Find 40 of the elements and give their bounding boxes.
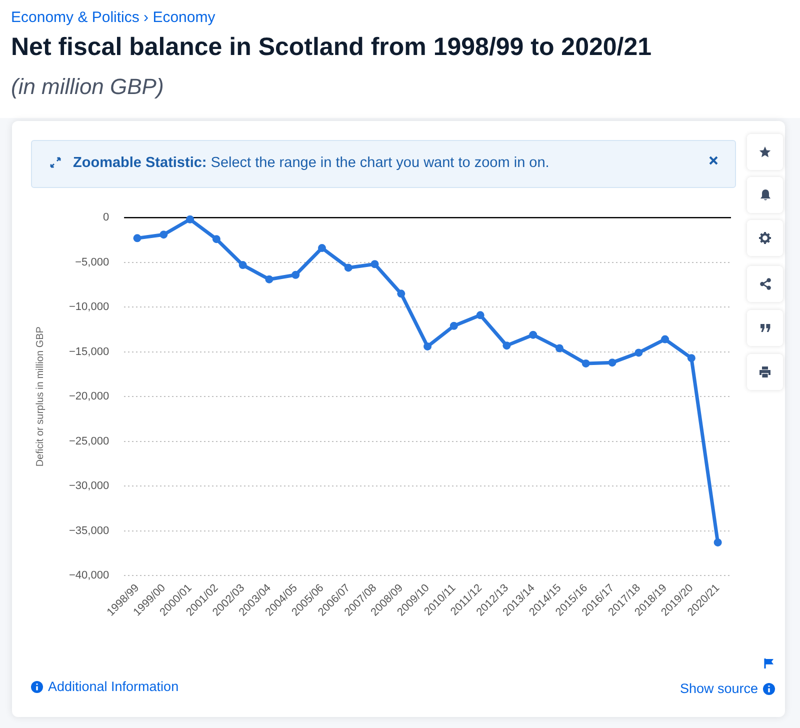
point <box>397 290 406 298</box>
y-axis-title: Deficit or surplus in million GBP <box>34 326 46 467</box>
text: Show source <box>680 681 758 696</box>
chart-subtitle: (in million GBP) <box>11 74 164 100</box>
point <box>529 330 538 339</box>
point <box>238 261 247 270</box>
point <box>318 244 326 252</box>
y-tick-label: −35,000 <box>68 524 110 537</box>
y-tick-label: −15,000 <box>68 346 110 358</box>
point <box>292 270 300 279</box>
point <box>687 354 696 362</box>
point <box>133 234 142 242</box>
point <box>476 311 484 320</box>
point <box>186 215 194 224</box>
chart-title: Net fiscal balance in Scotland from 1998/99 to 2020/21 <box>11 33 652 62</box>
y-tick-label: −10,000 <box>68 301 110 314</box>
point <box>424 342 432 350</box>
point <box>370 260 379 268</box>
y-tick-label: −30,000 <box>68 480 110 492</box>
point <box>502 342 511 350</box>
y-tick-label: −25,000 <box>68 435 110 448</box>
point <box>661 335 670 344</box>
point <box>555 344 564 352</box>
text: Select the range in the chart you want to zoom in on. <box>210 155 550 171</box>
point <box>634 348 643 357</box>
point <box>265 275 274 284</box>
point <box>212 235 220 244</box>
y-tick-label: −5,000 <box>75 256 110 268</box>
y-tick-label: −40,000 <box>68 570 110 582</box>
text: Additional Information <box>48 679 179 694</box>
point <box>450 322 458 330</box>
point <box>582 359 590 368</box>
point <box>344 264 352 272</box>
text: Economy & Politics › Economy <box>11 9 216 26</box>
y-tick-label: 0 <box>102 212 110 224</box>
point <box>608 358 616 367</box>
point <box>714 538 722 546</box>
point <box>160 230 168 239</box>
text: Zoomable Statistic: <box>73 155 207 171</box>
y-tick-label: −20,000 <box>68 390 110 403</box>
